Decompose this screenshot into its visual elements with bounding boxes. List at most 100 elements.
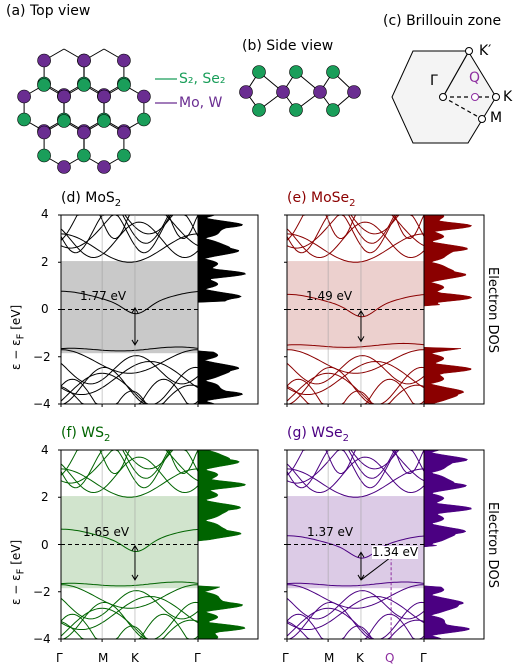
band-line [61, 584, 198, 609]
side-view-lattice [239, 65, 361, 117]
band-line [286, 214, 424, 244]
gamma-point [439, 93, 447, 101]
metal-atom [57, 160, 71, 174]
panel-g-title: (g) WSe2 [287, 425, 349, 444]
bz-k-label: K [503, 89, 513, 105]
band-panel-0 [58, 214, 259, 407]
dos-fill [197, 214, 247, 405]
panel-b-title: (b) Side view [242, 38, 334, 54]
gap-arrow-head-down [131, 574, 139, 581]
gap-label-e: 1.49 eV [306, 289, 353, 303]
chalcogen-atom [77, 148, 91, 163]
xtick-f-gamma2: Γ [194, 651, 201, 665]
bz-kprime-label: K′ [479, 43, 492, 59]
metal-atom [37, 125, 51, 140]
band-panel-1 [284, 214, 485, 407]
band-line [60, 449, 199, 484]
xtick-g-k: K [356, 651, 364, 665]
chalcogen-atom [252, 103, 266, 117]
metal-atom [276, 85, 290, 99]
metal-atom [347, 85, 361, 99]
band-line [61, 449, 198, 470]
band-line [286, 233, 425, 263]
metal-atom [77, 125, 91, 140]
ytick-f-m4: −4 [33, 632, 51, 646]
legend [155, 78, 177, 104]
conduction-band-edge [287, 535, 425, 559]
band-line [286, 360, 425, 395]
band-line [60, 233, 199, 263]
valence-band-edge [60, 346, 199, 352]
band-line [287, 584, 424, 609]
band-line [287, 625, 424, 640]
band-line [286, 214, 425, 249]
metal-atom [57, 89, 71, 104]
gap-arrow-head-down [357, 336, 365, 343]
dos-fill [423, 214, 473, 405]
chalcogen-atom [117, 148, 131, 163]
valence-band-edge [286, 342, 425, 348]
band-line [61, 366, 199, 405]
band-line [60, 449, 198, 479]
band-line [61, 349, 198, 374]
band-structure-panels [58, 214, 485, 642]
xtick-g-m: M [324, 651, 335, 665]
xtick-g-gamma2: Γ [420, 651, 427, 665]
metal-atom [77, 53, 91, 68]
ytick-d-m4: −4 [33, 397, 51, 411]
band-line [61, 601, 199, 640]
band-line [286, 449, 424, 479]
band-line [287, 390, 424, 405]
band-line [286, 590, 425, 620]
metal-atom [117, 125, 131, 140]
ytick-f-0: 0 [41, 538, 49, 552]
ytick-d-2: 2 [41, 255, 49, 269]
gap-arrow-head-down [131, 339, 139, 346]
ytick-f-m2: −2 [33, 585, 51, 599]
band-panel-3 [284, 449, 485, 642]
metal-atom [97, 89, 111, 104]
band-line [286, 456, 425, 494]
panel-e-title: (e) MoSe2 [287, 190, 356, 209]
band-line [60, 456, 199, 494]
metal-atom [313, 85, 327, 99]
dos-label-top: Electron DOS [485, 267, 500, 353]
gap-arrow-head-down [357, 574, 365, 581]
chalcogen-atom [326, 65, 340, 79]
gap-arrow-head-up [357, 309, 365, 317]
dos-fill [423, 449, 472, 640]
legend-chalcogen: S₂, Se₂ [179, 71, 226, 87]
chalcogen-atom [37, 78, 51, 92]
gap-label-f: 1.65 eV [83, 525, 130, 539]
valence-band-edge [60, 581, 199, 587]
panel-a-title: (a) Top view [6, 3, 91, 19]
chalcogen-atom [289, 103, 303, 117]
panel-c-title: (c) Brillouin zone [383, 13, 502, 29]
band-line [60, 355, 199, 385]
conduction-band-edge [287, 293, 425, 318]
metal-atom [239, 85, 253, 99]
dos-label-bottom: Electron DOS [485, 502, 500, 588]
metal-atom [117, 53, 131, 68]
gap-arrow-head-up [131, 306, 139, 314]
gap-arrow-head-up [131, 544, 139, 551]
metal-atom [137, 89, 151, 104]
panel-f-title: (f) WS2 [61, 425, 111, 444]
band-line [287, 366, 425, 405]
dos-fill [197, 449, 246, 640]
band-line [287, 449, 424, 470]
ytick-f-4: 4 [41, 443, 49, 457]
chalcogen-atom [137, 112, 151, 127]
valence-band-edge [286, 581, 425, 587]
ytick-f-2: 2 [41, 490, 49, 504]
y-axis-label-bottom: ε − εF [eV] [9, 539, 27, 605]
conduction-band-edge [60, 528, 199, 553]
band-line [286, 595, 425, 630]
legend-metal: Mo, W [179, 95, 223, 111]
gap-shading [287, 496, 424, 589]
band-line [61, 214, 198, 235]
gap-shading [61, 496, 198, 589]
xtick-f-gamma: Γ [56, 651, 63, 665]
band-line [287, 601, 425, 640]
